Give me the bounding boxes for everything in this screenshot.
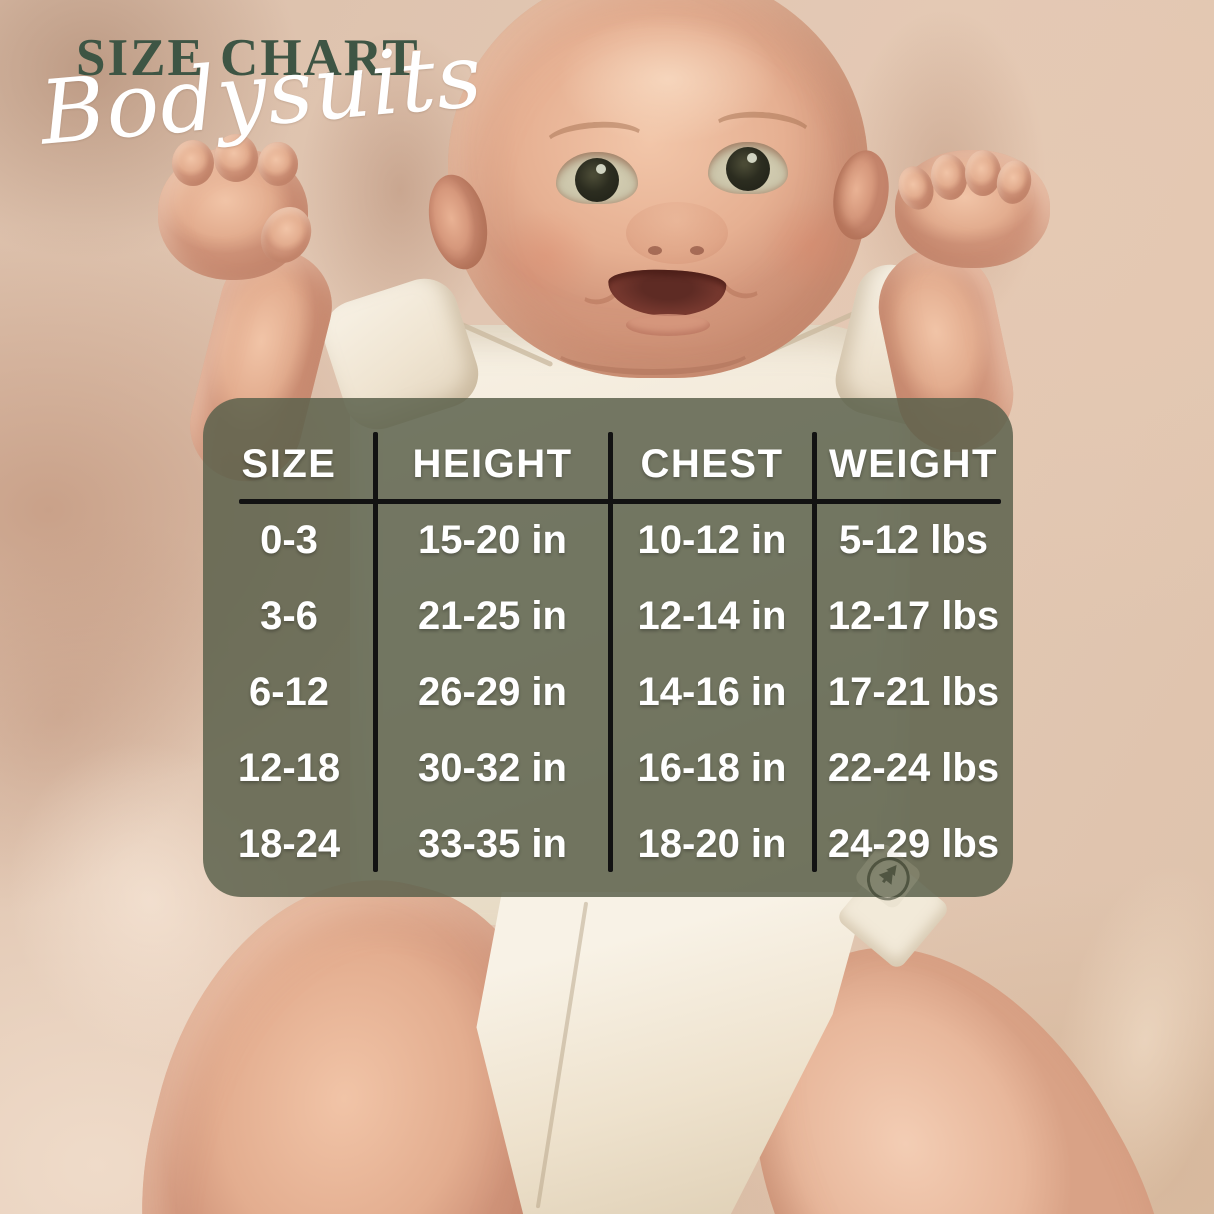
height-cell: 15-20 in (418, 518, 567, 562)
height-cell: 30-32 in (418, 746, 567, 790)
chest-cell: 10-12 in (637, 518, 787, 562)
baby-nose (626, 202, 728, 264)
column-header-weight: WEIGHT (829, 442, 998, 486)
baby-left-eye (556, 152, 638, 204)
baby-right-hand (893, 150, 1050, 268)
smile-dimple (715, 254, 771, 304)
weight-cell: 5-12 lbs (839, 518, 988, 562)
height-cell: 33-35 in (418, 822, 567, 866)
header-underline (239, 499, 1001, 504)
size-table: SIZE HEIGHT CHEST WEIGHT 0-3 15-20 in 10… (203, 426, 1013, 882)
column-divider (608, 432, 613, 872)
weight-cell: 22-24 lbs (827, 746, 1000, 790)
column-divider (373, 432, 378, 872)
weight-cell: 24-29 lbs (827, 822, 1000, 866)
column-header-height: HEIGHT (412, 442, 573, 486)
weight-cell: 12-17 lbs (827, 594, 1000, 638)
size-cell: 18-24 (237, 822, 341, 866)
column-header-size: SIZE (241, 442, 337, 486)
baby-left-fist (158, 134, 321, 280)
cheek-blush (760, 198, 860, 292)
size-cell: 0-3 (260, 518, 318, 562)
chest-cell: 18-20 in (637, 822, 787, 866)
size-chart-panel: SIZE HEIGHT CHEST WEIGHT 0-3 15-20 in 10… (203, 398, 1013, 897)
chest-cell: 12-14 in (637, 594, 787, 638)
baby-head (420, 0, 896, 378)
chin-fold (552, 322, 754, 375)
column-divider (812, 432, 817, 872)
chest-cell: 14-16 in (637, 670, 787, 714)
size-cell: 3-6 (260, 594, 318, 638)
size-cell: 12-18 (237, 746, 341, 790)
cheek-blush (494, 208, 598, 304)
chest-cell: 16-18 in (637, 746, 787, 790)
forehead-highlight (558, 14, 778, 144)
column-header-chest: CHEST (640, 442, 784, 486)
baby-right-eye (708, 142, 788, 194)
height-cell: 26-29 in (418, 670, 567, 714)
size-cell: 6-12 (248, 670, 330, 714)
page-title: SIZE CHART (76, 29, 420, 87)
baby-mouth (607, 267, 727, 319)
height-cell: 21-25 in (418, 594, 567, 638)
weight-cell: 17-21 lbs (827, 670, 1000, 714)
